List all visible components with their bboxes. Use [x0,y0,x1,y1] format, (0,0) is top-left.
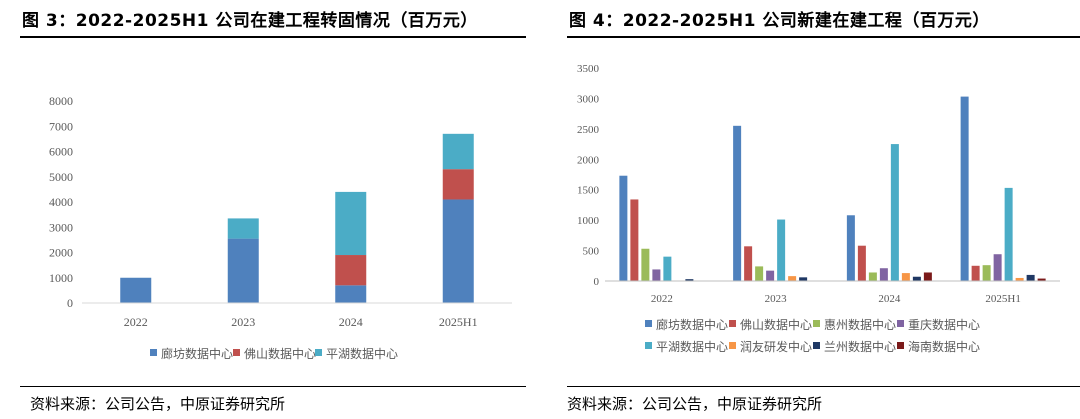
figure-4-source: 资料来源：公司公告，中原证券研究所 [567,395,823,413]
y-tick-label: 3000 [49,220,73,234]
legend-swatch-series-2 [233,349,240,356]
bar-series-2-2025H1 [442,169,474,200]
bar-series-7-2023 [799,277,808,281]
figure-4-title: 图 4：2022-2025H1 公司新建在建工程（百万元） [569,11,990,31]
bar-series-3-2022 [641,248,650,281]
bar-series-3-2024 [335,191,367,256]
y-tick-label: 0 [594,276,600,288]
y-tick-label: 500 [583,246,600,258]
y-tick-label: 2000 [577,154,600,166]
bar-series-1-2023 [227,238,259,303]
x-tick-label: 2025H1 [985,293,1020,305]
legend-label-series-3: 惠州数据中心 [824,317,896,332]
bar-series-3-2025H1 [442,133,474,170]
bar-series-3-2025H1 [982,265,991,281]
y-tick-label: 0 [67,296,73,310]
legend-swatch-series-3 [813,320,820,327]
bar-series-7-2025H1 [1026,274,1035,281]
bar-series-5-2024 [890,144,899,281]
figure-3-panel: 图 3：2022-2025H1 公司在建工程转固情况（百万元） 0 1000 200… [0,0,530,419]
y-tick-label: 1000 [49,271,73,285]
y-tick-label: 1500 [577,185,600,197]
legend-label-series-2: 佛山数据中心 [244,346,316,361]
bar-series-5-2025H1 [1004,187,1013,281]
bar-series-8-2025H1 [1037,278,1046,281]
y-tick-label: 8000 [49,94,73,108]
x-tick-label: 2025H1 [439,315,478,329]
bar-series-3-2023 [755,266,764,281]
bar-series-4-2025H1 [993,254,1002,281]
x-tick-label: 2022 [124,315,148,329]
bar-series-5-2023 [777,219,786,281]
legend-swatch-series-5 [645,342,652,349]
y-tick-label: 1000 [577,215,600,227]
legend-swatch-series-2 [729,320,736,327]
bar-series-2-2023 [744,246,753,281]
x-tick-label: 2023 [231,315,255,329]
legend-swatch-series-3 [315,349,322,356]
legend-swatch-series-8 [897,342,904,349]
bar-series-7-2024 [912,276,921,281]
figure-3-bottom-rule [20,386,526,387]
x-tick-label: 2022 [651,293,673,305]
bar-series-2-2022 [630,199,639,281]
x-tick-label: 2024 [878,293,901,305]
bar-series-1-2022 [120,277,152,303]
legend-label-series-8: 海南数据中心 [908,339,980,354]
bar-series-8-2024 [923,272,932,281]
bar-series-7-2022 [685,279,694,281]
bar-series-1-2023 [733,125,742,281]
bar-series-1-2025H1 [960,96,969,281]
legend-swatch-series-7 [813,342,820,349]
legend-label-series-2: 佛山数据中心 [740,317,812,332]
legend-swatch-series-4 [897,320,904,327]
legend-swatch-series-6 [729,342,736,349]
legend-label-series-3: 平湖数据中心 [326,346,398,361]
legend-swatch-series-1 [645,320,652,327]
y-tick-label: 2000 [49,246,73,260]
bar-series-6-2023 [788,276,797,281]
figure-3-title: 图 3：2022-2025H1 公司在建工程转固情况（百万元） [22,11,478,31]
bar-series-3-2023 [227,218,259,239]
bar-series-6-2025H1 [1015,277,1024,281]
legend-swatch-series-1 [150,349,157,356]
legend-label-series-4: 重庆数据中心 [908,317,980,332]
y-tick-label: 2500 [577,124,600,136]
bar-series-2-2025H1 [971,265,980,281]
figure-4-chart: 0 500 1000 1500 2000 2500 3000 3500 2022 2023 2024… [577,63,1060,354]
legend-label-series-5: 平湖数据中心 [656,339,728,354]
figure-3-top-rule [20,36,526,38]
figure-3-chart: 0 1000 2000 3000 4000 5000 6000 7000 8000 2022 202… [49,94,512,361]
x-tick-label: 2023 [765,293,788,305]
y-tick-label: 4000 [49,195,73,209]
y-tick-label: 3000 [577,93,600,105]
bar-series-1-2025H1 [442,199,474,303]
y-tick-label: 5000 [49,170,73,184]
y-tick-label: 6000 [49,145,73,159]
legend-label-series-1: 廊坊数据中心 [656,317,728,332]
figure-3-source: 资料来源：公司公告，中原证券研究所 [30,395,286,413]
figure-4-bottom-rule [567,386,1080,387]
bar-series-3-2024 [868,272,877,281]
legend-label-series-7: 兰州数据中心 [824,339,896,354]
legend-label-series-1: 廊坊数据中心 [161,346,233,361]
bar-series-2-2024 [335,255,367,286]
figure-4-panel: 图 4：2022-2025H1 公司新建在建工程（百万元） 0 500 1000 15… [555,0,1080,419]
x-tick-label: 2024 [339,315,363,329]
legend-label-series-6: 润友研发中心 [740,339,812,354]
bar-series-4-2024 [879,268,888,281]
figure-4-top-rule [567,36,1080,38]
bar-series-5-2022 [663,256,672,281]
bar-series-1-2022 [619,175,628,281]
bar-series-4-2023 [766,270,775,281]
y-tick-label: 3500 [577,63,600,75]
bar-series-2-2024 [857,245,866,281]
bar-series-1-2024 [335,285,367,303]
y-tick-label: 7000 [49,119,73,133]
bar-series-1-2024 [846,215,855,281]
bar-series-6-2024 [901,273,910,281]
bar-series-4-2022 [652,269,661,281]
